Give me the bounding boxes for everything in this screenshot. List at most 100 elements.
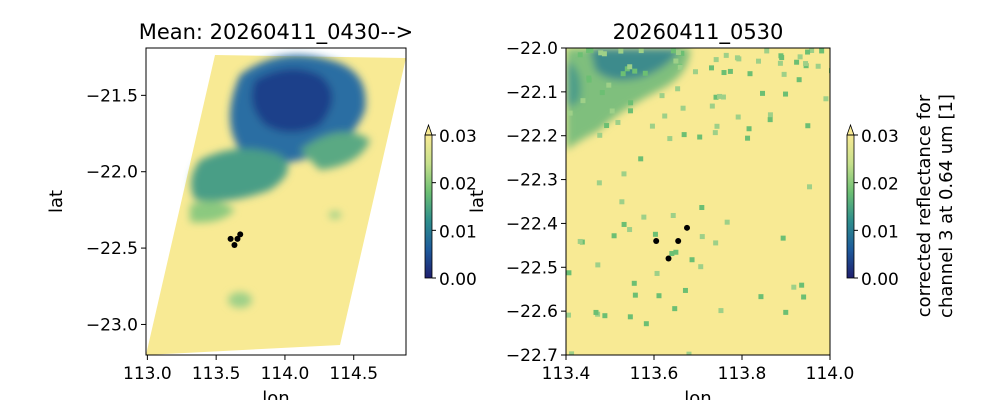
point xyxy=(684,224,690,231)
colorbar xyxy=(847,135,854,278)
raster-pixel xyxy=(809,48,815,54)
raster-pixel xyxy=(586,75,592,81)
raster-pixel xyxy=(682,287,688,293)
raster-pixel xyxy=(649,123,655,129)
raster-pixel xyxy=(794,59,800,65)
x-tick-label: 113.6 xyxy=(630,364,679,384)
colorbar-tick-label: 0.03 xyxy=(439,127,477,147)
raster-pixel xyxy=(597,132,603,138)
y-tick-label: −22.7 xyxy=(506,346,558,366)
raster-pixel xyxy=(641,214,647,220)
raster-pixel xyxy=(796,77,802,83)
y-tick-label: −22.0 xyxy=(506,39,558,59)
y-tick-label: −22.5 xyxy=(506,258,558,278)
raster-pixel xyxy=(631,280,637,286)
point xyxy=(665,255,672,262)
raster-pixel xyxy=(609,108,615,114)
raster-pixel xyxy=(632,68,638,74)
point xyxy=(675,237,682,244)
raster-pixel xyxy=(721,70,727,76)
raster-pixel xyxy=(734,55,740,61)
raster-pixel xyxy=(627,227,633,233)
raster-pixel xyxy=(735,114,741,120)
cloud xyxy=(190,55,370,308)
raster-pixel xyxy=(714,123,720,129)
colorbar-tick-label: 0.01 xyxy=(861,222,899,242)
raster-pixel xyxy=(758,294,764,300)
x-axis-label: lon xyxy=(262,388,289,400)
raster-pixel xyxy=(747,71,753,77)
cloud xyxy=(566,48,690,150)
raster-pixel xyxy=(699,205,705,211)
raster-pixel xyxy=(675,86,681,92)
raster-pixel xyxy=(713,57,719,63)
raster-pixel xyxy=(654,270,660,276)
raster-pixel xyxy=(662,113,668,119)
raster-pixel xyxy=(697,134,703,140)
raster-pixel xyxy=(669,251,675,257)
raster-pixel xyxy=(659,93,665,99)
raster-pixel xyxy=(783,91,789,97)
raster-pixel xyxy=(652,231,658,237)
raster-pixel xyxy=(632,292,638,298)
raster-pixel xyxy=(599,90,605,96)
raster-pixel xyxy=(673,58,679,64)
raster-pixel xyxy=(566,270,572,276)
raster-pixel xyxy=(627,108,633,114)
raster-pixel xyxy=(656,293,662,299)
colorbar-frame xyxy=(424,134,433,279)
raster-pixel xyxy=(777,60,783,66)
point xyxy=(234,235,241,242)
raster-pixel xyxy=(692,69,698,75)
raster-pixel xyxy=(745,135,751,141)
raster-pixel xyxy=(643,321,649,327)
raster xyxy=(146,55,406,355)
raster-pixel xyxy=(760,90,766,96)
panel-title: 20260411_0530 xyxy=(613,20,784,45)
y-axis-label: lat xyxy=(46,190,67,213)
raster-pixel xyxy=(627,64,633,70)
raster-pixel xyxy=(805,123,811,129)
raster-pixel xyxy=(698,264,704,270)
colorbar-label: channel 3 at 0.64 um [1] xyxy=(936,94,957,318)
raster-pixel xyxy=(727,68,733,74)
y-tick-label: −21.5 xyxy=(86,86,138,106)
raster-pixel xyxy=(681,132,687,138)
y-tick-label: −22.1 xyxy=(506,83,558,103)
y-tick-label: −22.2 xyxy=(506,127,558,147)
raster-pixel xyxy=(598,50,604,56)
raster xyxy=(566,48,830,355)
colorbar xyxy=(425,135,432,278)
raster-pixel xyxy=(615,119,621,125)
raster-pixel xyxy=(604,123,610,129)
raster-pixel xyxy=(756,58,762,64)
raster-pixel xyxy=(675,50,681,56)
raster-pixel xyxy=(819,48,825,54)
raster-pixel xyxy=(805,49,811,55)
raster-pixel xyxy=(627,314,633,320)
x-axis-label: lon xyxy=(684,388,711,400)
raster-pixel xyxy=(680,105,686,111)
y-tick-label: −22.6 xyxy=(506,302,558,322)
raster-pixel xyxy=(569,351,575,355)
raster-pixel xyxy=(593,309,599,315)
raster-pixel xyxy=(621,171,627,177)
raster-pixel xyxy=(699,234,705,240)
x-tick-label: 113.8 xyxy=(718,364,767,384)
colorbar-extend xyxy=(424,123,433,136)
raster-pixel xyxy=(807,184,813,190)
raster-pixel xyxy=(781,71,787,77)
raster-pixel xyxy=(723,52,729,58)
colorbar-tick-label: 0.00 xyxy=(439,270,477,290)
raster-pixel xyxy=(764,48,770,54)
raster-pixel xyxy=(712,130,718,136)
colorbar-extend xyxy=(846,123,855,136)
y-tick-label: −22.5 xyxy=(86,239,138,259)
raster-pixel xyxy=(580,98,586,104)
raster-pixel xyxy=(746,126,752,132)
raster-pixel xyxy=(677,64,683,70)
raster-pixel xyxy=(638,48,644,54)
x-tick-label: 114.5 xyxy=(329,364,378,384)
raster-pixel xyxy=(801,294,807,300)
